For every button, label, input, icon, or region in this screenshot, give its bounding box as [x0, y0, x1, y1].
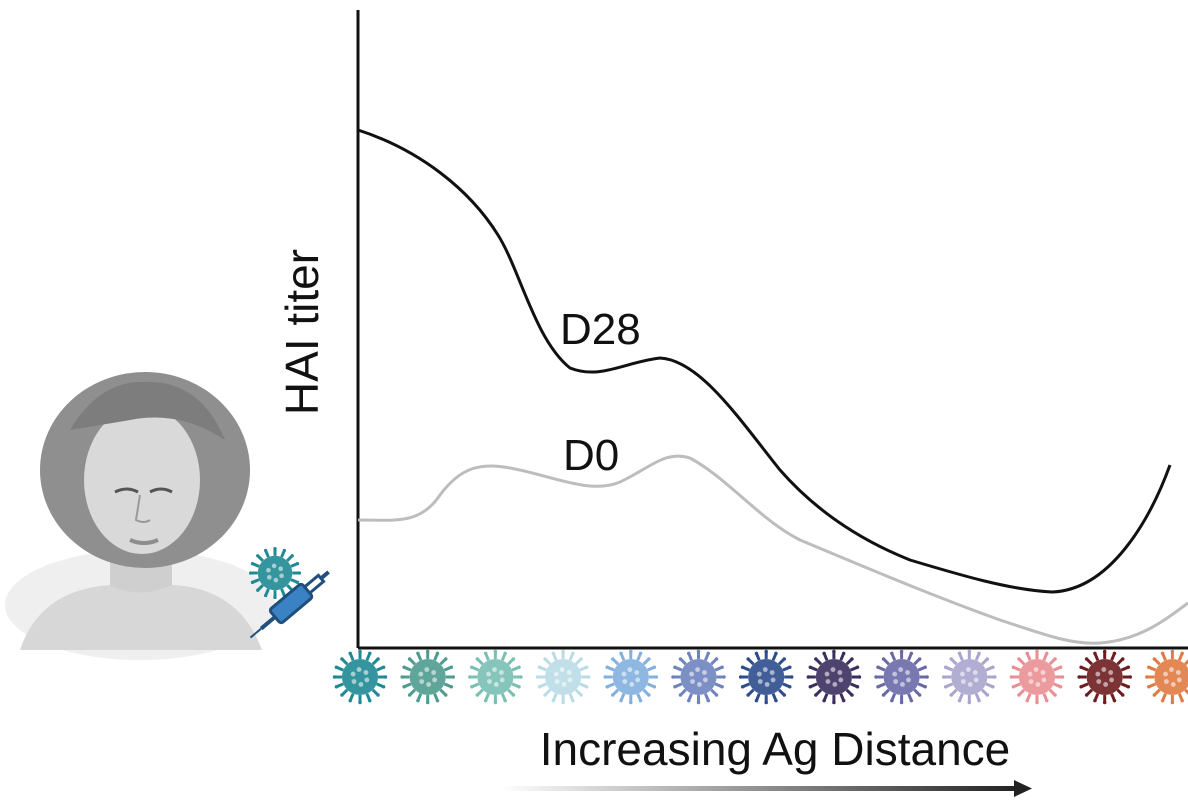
- x-axis-label: Increasing Ag Distance: [540, 723, 1011, 775]
- virus-strip: [332, 649, 1188, 705]
- syringe-icon: [249, 570, 330, 639]
- virus-icon: [738, 649, 794, 705]
- virus-icon: [942, 649, 997, 705]
- virus-icon: [535, 649, 591, 705]
- d28-curve: [357, 128, 1172, 594]
- virus-icon: [400, 649, 455, 705]
- increasing-arrow-icon: [500, 780, 1032, 797]
- virus-icon: [1009, 649, 1065, 705]
- y-axis-label: HAI titer: [276, 249, 328, 415]
- vaccinated-person-icon: [5, 372, 275, 660]
- virus-icon: [671, 649, 726, 705]
- virus-icon: [332, 649, 388, 705]
- d0-curve: [357, 454, 1188, 645]
- virus-icon: [874, 649, 929, 705]
- series-label-d28: D28: [560, 305, 641, 354]
- virus-icon: [468, 649, 523, 705]
- virus-icon: [806, 649, 862, 705]
- series-label-d0: D0: [563, 431, 619, 480]
- virus-icon: [603, 649, 659, 705]
- virus-icon: [1145, 649, 1188, 705]
- virus-icon: [1077, 649, 1132, 705]
